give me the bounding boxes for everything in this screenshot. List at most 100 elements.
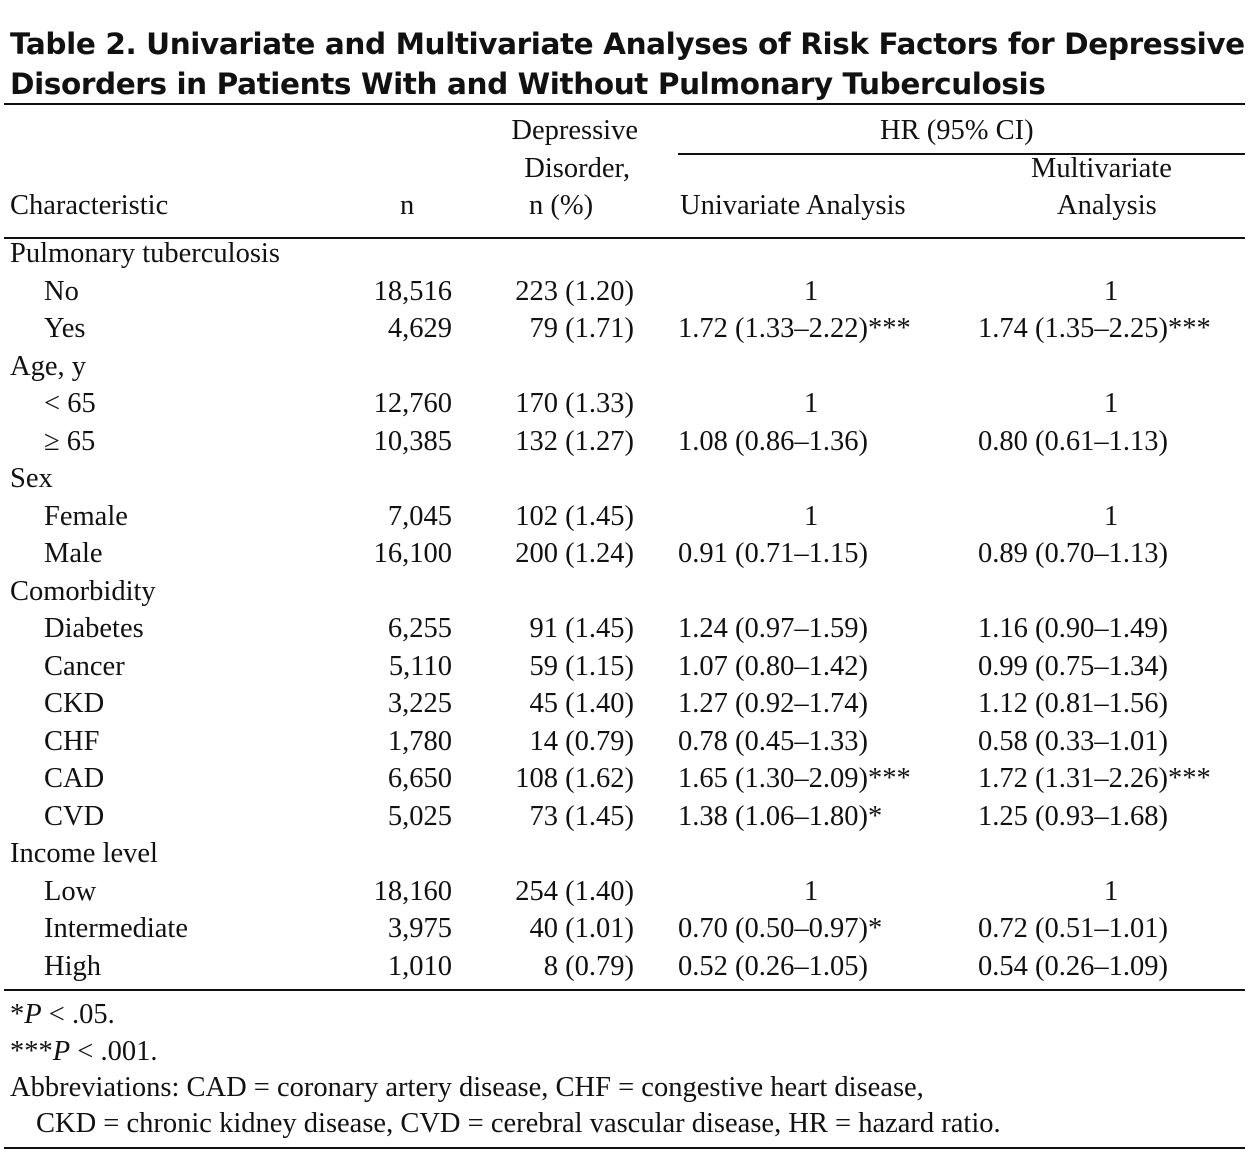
cell-depressive: 200 (1.24) <box>515 538 634 569</box>
footer-rule <box>4 1147 1245 1149</box>
table-row: CAD 6,650 108 (1.62) 1.65 (1.30–2.09)*** 1.7… <box>0 760 1255 798</box>
header-characteristic: Characteristic <box>10 190 169 221</box>
table-row: ≥ 65 10,385 132 (1.27) 1.08 (0.86–1.36) 0.80… <box>0 423 1255 461</box>
table-row: CKD 3,225 45 (1.40) 1.27 (0.92–1.74) 1.12 (0… <box>0 685 1255 723</box>
cell-multivariate: 1 <box>1104 275 1119 307</box>
stars: *** <box>10 1036 53 1067</box>
cell-multivariate: 1 <box>1104 500 1119 532</box>
cell-univariate: 0.52 (0.26–1.05) <box>678 950 868 982</box>
row-label: < 65 <box>44 388 96 419</box>
header-dep-1: Depressive <box>511 115 638 146</box>
cell-n: 12,760 <box>373 388 452 419</box>
cell-univariate: 1 <box>804 388 819 419</box>
table-row: Intermediate 3,975 40 (1.01) 0.70 (0.50–0.9… <box>0 910 1255 948</box>
table-row: CHF 1,780 14 (0.79) 0.78 (0.45–1.33) 0.58 (0… <box>0 723 1255 761</box>
table-row: No 18,516 223 (1.20) 1 1 <box>0 273 1255 311</box>
footnote-p001: ***P < .001. <box>10 1033 158 1070</box>
group-row: Sex <box>0 460 1255 498</box>
row-label: Comorbidity <box>10 575 156 607</box>
table-row: < 65 12,760 170 (1.33) 1 1 <box>0 385 1255 423</box>
cell-depressive: 73 (1.45) <box>529 800 634 832</box>
table-row: Low 18,160 254 (1.40) 1 1 <box>0 873 1255 911</box>
cell-multivariate: 0.58 (0.33–1.01) <box>978 725 1168 757</box>
cell-n: 7,045 <box>387 500 452 532</box>
row-label: CHF <box>44 725 100 757</box>
cell-n: 6,650 <box>387 763 452 794</box>
cell-multivariate: 0.72 (0.51–1.01) <box>978 913 1168 944</box>
row-label: Intermediate <box>44 913 189 944</box>
table-row: High 1,010 8 (0.79) 0.52 (0.26–1.05) 0.54 (0… <box>0 948 1255 986</box>
cell-multivariate: 0.89 (0.70–1.13) <box>978 538 1168 569</box>
row-label: Low <box>44 875 97 907</box>
cell-univariate: 0.78 (0.45–1.33) <box>678 725 868 757</box>
footnote-p05: *P < .05. <box>10 996 115 1033</box>
cell-multivariate: 1.72 (1.31–2.26)*** <box>978 763 1211 794</box>
row-label: Cancer <box>44 650 125 682</box>
cell-univariate: 1.24 (0.97–1.59) <box>678 613 868 644</box>
cell-univariate: 1 <box>804 875 819 907</box>
row-label: Female <box>44 500 128 532</box>
stars: * <box>10 999 25 1030</box>
p-label: P <box>24 999 42 1030</box>
group-row: Income level <box>0 835 1255 873</box>
row-label: Age, y <box>10 350 86 382</box>
table-row: Yes 4,629 79 (1.71) 1.72 (1.33–2.22)*** 1.74… <box>0 310 1255 348</box>
row-label: Pulmonary tuberculosis <box>10 238 280 269</box>
cell-multivariate: 1.12 (0.81–1.56) <box>978 688 1168 719</box>
cell-depressive: 45 (1.40) <box>529 688 634 719</box>
header-hr: HR (95% CI) <box>880 115 1034 146</box>
cell-univariate: 0.91 (0.71–1.15) <box>678 538 868 569</box>
table-title: Table 2. Univariate and Multivariate Ana… <box>10 27 1245 101</box>
header-dep-3: n (%) <box>529 190 594 221</box>
cell-multivariate: 1 <box>1104 875 1119 907</box>
row-label: High <box>44 950 101 982</box>
cell-depressive: 132 (1.27) <box>515 425 634 457</box>
header-dep-2: Disorder, <box>524 153 630 184</box>
p-value: < .001. <box>70 1036 158 1067</box>
cell-depressive: 108 (1.62) <box>515 763 634 794</box>
cell-depressive: 40 (1.01) <box>529 913 634 944</box>
cell-depressive: 14 (0.79) <box>529 725 634 757</box>
header-multi-2: Analysis <box>1057 190 1157 221</box>
row-label: CVD <box>44 800 105 832</box>
top-rule <box>4 103 1245 105</box>
table-row: Female 7,045 102 (1.45) 1 1 <box>0 498 1255 536</box>
cell-univariate: 1 <box>804 275 819 307</box>
row-label: ≥ 65 <box>44 425 96 457</box>
header-multi-1: Multivariate <box>1031 153 1172 184</box>
group-row: Age, y <box>0 348 1255 386</box>
row-label: Male <box>44 538 103 569</box>
table-row: Male 16,100 200 (1.24) 0.91 (0.71–1.15) 0.89… <box>0 535 1255 573</box>
cell-univariate: 1.38 (1.06–1.80)* <box>678 800 883 832</box>
header-rule <box>4 237 1245 239</box>
row-label: Income level <box>10 838 158 869</box>
cell-depressive: 8 (0.79) <box>543 950 634 982</box>
row-label: CAD <box>44 763 105 794</box>
cell-univariate: 1.65 (1.30–2.09)*** <box>678 763 911 794</box>
cell-depressive: 79 (1.71) <box>529 313 634 344</box>
cell-n: 5,025 <box>387 800 452 832</box>
p-label: P <box>52 1036 71 1067</box>
cell-multivariate: 0.54 (0.26–1.09) <box>978 950 1168 982</box>
cell-univariate: 1.08 (0.86–1.36) <box>678 425 868 457</box>
cell-n: 1,010 <box>387 950 452 982</box>
cell-n: 4,629 <box>387 313 452 344</box>
cell-multivariate: 1 <box>1104 388 1119 419</box>
cell-depressive: 91 (1.45) <box>529 613 634 644</box>
cell-n: 3,975 <box>387 913 452 944</box>
cell-univariate: 1.72 (1.33–2.22)*** <box>678 313 911 344</box>
cell-depressive: 59 (1.15) <box>529 650 634 682</box>
cell-n: 3,225 <box>387 688 452 719</box>
row-label: Yes <box>44 313 86 344</box>
header-univariate: Univariate Analysis <box>680 190 906 221</box>
cell-n: 1,780 <box>387 725 452 757</box>
cell-multivariate: 1.74 (1.35–2.25)*** <box>978 313 1211 344</box>
cell-n: 5,110 <box>388 650 452 682</box>
group-row: Comorbidity <box>0 573 1255 611</box>
cell-depressive: 170 (1.33) <box>515 388 634 419</box>
abbreviations-line-2: CKD = chronic kidney disease, CVD = cere… <box>36 1108 1001 1139</box>
cell-univariate: 1.27 (0.92–1.74) <box>678 688 868 719</box>
group-row: Pulmonary tuberculosis <box>0 235 1255 273</box>
row-label: Sex <box>10 463 53 494</box>
cell-n: 18,160 <box>373 875 452 907</box>
